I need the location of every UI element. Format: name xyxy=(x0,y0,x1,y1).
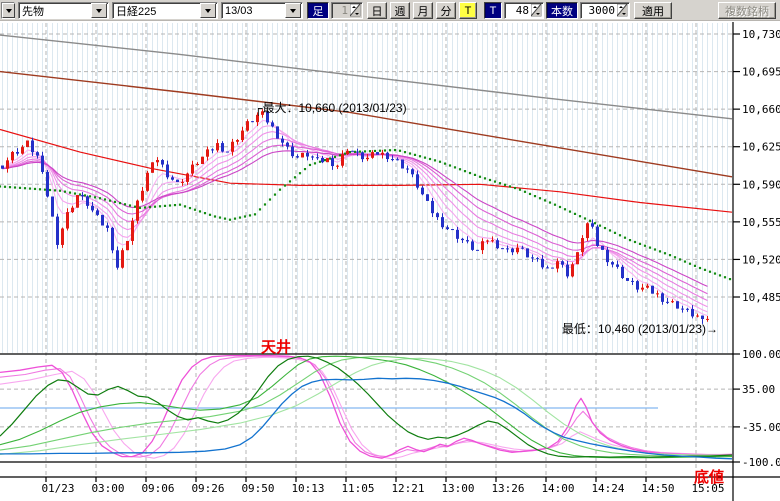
interval-value: 1 xyxy=(341,4,348,17)
annotation-ceiling: 天井 xyxy=(261,338,291,356)
axis-label: 35.00 xyxy=(742,383,775,396)
interval-stepper[interactable]: 1 xyxy=(331,2,363,19)
axis-label: 15:05 xyxy=(691,482,724,495)
axis-label: 09:26 xyxy=(191,482,224,495)
axes: 10,730 10,695 10,660 10,625 10,590 10,555 10,5… xyxy=(0,22,780,501)
annotation-high: ┌最大：10,660 (2013/01/23) xyxy=(254,101,407,116)
axis-label: 10,485 xyxy=(742,291,780,304)
ema-ribbon xyxy=(2,119,708,317)
symbol-select[interactable]: 日経225 xyxy=(112,2,218,19)
symbol-value: 日経225 xyxy=(116,5,157,18)
annotation-low: 最低：10,460 (2013/01/23)→ xyxy=(562,322,718,336)
apply-button[interactable]: 適用 xyxy=(634,2,672,19)
axis-label: 10:13 xyxy=(291,482,324,495)
bar-type-button[interactable]: 足 xyxy=(307,2,329,19)
period-minute-button[interactable]: 分 xyxy=(436,2,456,19)
oscillator-panel xyxy=(0,353,733,463)
tick-mode-button[interactable]: T xyxy=(459,2,477,19)
axis-label: 10,730 xyxy=(742,28,780,41)
bar-count-label-button[interactable]: 本数 xyxy=(546,2,578,19)
spinner-updown-icon[interactable] xyxy=(616,3,628,17)
period-day-button[interactable]: 日 xyxy=(367,2,387,19)
axis-label: 10,695 xyxy=(742,66,780,79)
gridlines xyxy=(0,23,733,477)
bar-stripes xyxy=(2,23,728,353)
contract-month-value: 13/03 xyxy=(225,4,253,17)
axis-label: 10,625 xyxy=(742,141,780,154)
axis-label: 14:24 xyxy=(591,482,624,495)
axis-label: 09:06 xyxy=(141,482,174,495)
axis-label: 10,590 xyxy=(742,178,780,191)
price-oscillator-chart: 10,730 10,695 10,660 10,625 10,590 10,555 10,5… xyxy=(0,22,780,501)
axis-label: 14:50 xyxy=(641,482,674,495)
dropdown-arrow-icon[interactable] xyxy=(285,3,301,18)
contract-month-select[interactable]: 13/03 xyxy=(221,2,303,19)
annotations: ┌最大：10,660 (2013/01/23) 最低：10,460 (2013/0… xyxy=(254,101,724,486)
instrument-type-select[interactable]: 先物 xyxy=(18,2,109,19)
axis-label: -35.00 xyxy=(742,421,780,434)
instrument-type-value: 先物 xyxy=(22,5,44,18)
dropdown-arrow-icon[interactable] xyxy=(2,3,15,18)
axis-label: 100.00 xyxy=(742,348,780,361)
tick-size-label-button[interactable]: T xyxy=(484,2,502,19)
chart-canvas[interactable]: 10,730 10,695 10,660 10,625 10,590 10,555 10,5… xyxy=(0,21,780,501)
dropdown-arrow-icon[interactable] xyxy=(200,3,216,18)
axis-label: 10,660 xyxy=(742,103,780,116)
axis-label: 10,555 xyxy=(742,216,780,229)
left-combo-stub[interactable] xyxy=(1,2,15,19)
spinner-updown-icon[interactable] xyxy=(349,3,361,17)
bar-count-value: 3000 xyxy=(588,4,616,17)
axis-label: 13:00 xyxy=(441,482,474,495)
candlesticks xyxy=(1,109,709,324)
period-week-button[interactable]: 週 xyxy=(390,2,410,19)
overlay-lines xyxy=(0,34,733,213)
toolbar: 先物 日経225 13/03 足 1 日 週 月 分 T xyxy=(0,0,780,21)
axis-label: 14:00 xyxy=(541,482,574,495)
axis-label: 12:21 xyxy=(391,482,424,495)
period-month-button[interactable]: 月 xyxy=(413,2,433,19)
axis-label: 13:26 xyxy=(491,482,524,495)
annotation-bottom: 底値 xyxy=(694,468,724,486)
axis-label: 10,520 xyxy=(742,253,780,266)
multi-symbol-button[interactable]: 複数銘柄 xyxy=(718,2,776,19)
axis-label: 11:05 xyxy=(341,482,374,495)
axis-label: 01/23 xyxy=(41,482,74,495)
tick-size-value: 48 xyxy=(515,4,529,17)
spinner-updown-icon[interactable] xyxy=(530,3,542,17)
ma-green-dotted xyxy=(0,148,732,281)
dropdown-arrow-icon[interactable] xyxy=(91,3,107,18)
axis-label: 09:50 xyxy=(241,482,274,495)
axis-label: 03:00 xyxy=(91,482,124,495)
axis-label: -100.00 xyxy=(742,456,780,469)
bar-count-stepper[interactable]: 3000 xyxy=(580,2,630,19)
tick-size-stepper[interactable]: 48 xyxy=(504,2,544,19)
